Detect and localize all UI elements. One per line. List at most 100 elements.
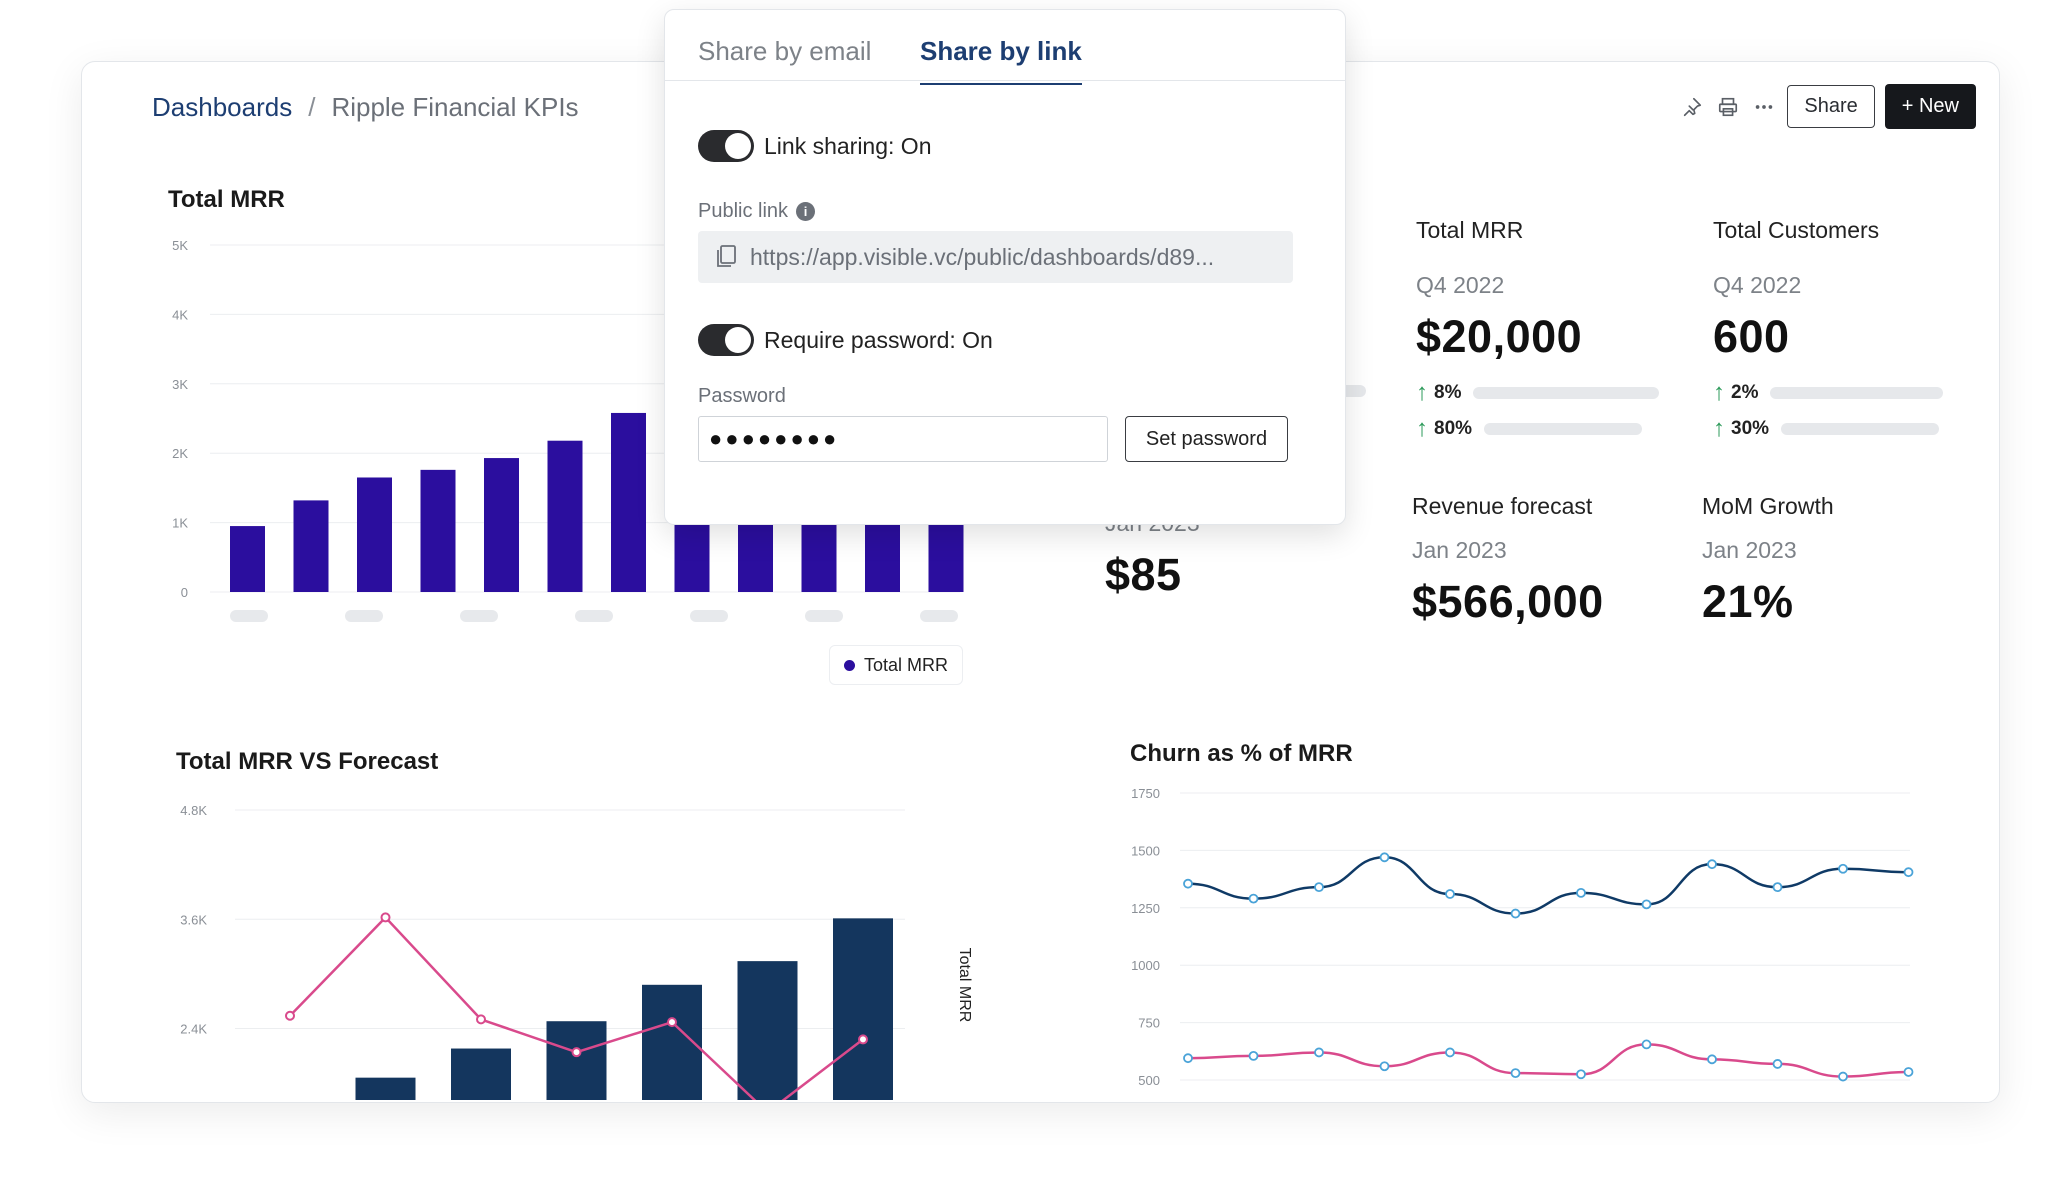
x-tick-placeholder: [230, 610, 268, 622]
series-point: [1314, 882, 1324, 893]
kpi-period: Jan 2023: [1412, 537, 1507, 563]
x-tick-placeholder: [690, 610, 728, 622]
tab-share-by-link[interactable]: Share by link: [920, 36, 1082, 85]
kpi-label: Total Customers: [1713, 217, 1880, 243]
x-tick-placeholder: [805, 610, 843, 622]
x-tick-placeholder: [575, 610, 613, 622]
y-tick-label: 1000: [1131, 958, 1160, 973]
series-point: [1903, 867, 1914, 878]
x-tick-placeholder: [920, 610, 958, 622]
password-input[interactable]: ●●●●●●●●: [698, 416, 1108, 462]
series-point: [1838, 1071, 1848, 1082]
bar: [230, 526, 265, 592]
require-password-label: Require password: On: [764, 326, 993, 353]
bar: [451, 1048, 511, 1100]
toolbar: Share + New: [1679, 84, 1976, 129]
require-password-switch[interactable]: [698, 324, 754, 356]
series-point: [1576, 1069, 1586, 1080]
series-point: [1772, 1059, 1783, 1069]
share-tabs: Share by email Share by link: [665, 10, 1345, 85]
bar: [737, 961, 798, 1100]
right-axis-label: Total MRR: [956, 948, 973, 1023]
forecast-point: [858, 1034, 868, 1045]
forecast-point: [571, 1047, 582, 1058]
bar: [420, 469, 456, 592]
y-tick-label: 1K: [172, 516, 188, 531]
switch-knob: [725, 133, 751, 159]
y-tick-label: 2.4K: [180, 1022, 207, 1037]
trend-value: 80%: [1434, 418, 1473, 439]
set-password-button[interactable]: Set password: [1125, 416, 1288, 462]
forecast-point: [667, 1017, 677, 1028]
legend-label: Total MRR: [864, 654, 949, 675]
kpi-label: MoM Growth: [1702, 493, 1834, 519]
legend-dot: [844, 659, 855, 671]
y-tick-label: 3.6K: [180, 912, 207, 927]
kpi-label: Total MRR: [1416, 217, 1524, 243]
churn-line-chart: 1750 1500 1250 1000 750 500: [1131, 786, 1914, 1088]
series-point: [1248, 1050, 1259, 1061]
breadcrumb-dashboards-link[interactable]: Dashboards: [152, 92, 293, 122]
bar: [547, 440, 583, 592]
kpi-period: Q4 2022: [1713, 272, 1802, 298]
print-icon[interactable]: [1715, 94, 1741, 120]
kpi-label: Revenue forecast: [1412, 493, 1593, 519]
link-sharing-toggle-row: Link sharing: On: [698, 130, 931, 162]
kpi-trend: ↑ 8%: [1416, 379, 1660, 407]
y-tick-label: 4.8K: [180, 803, 207, 818]
kpi-trend: ↑ 2%: [1713, 379, 1944, 407]
forecast-point: [285, 1010, 295, 1021]
arrow-up-icon: ↑: [1713, 379, 1725, 406]
bar: [833, 918, 893, 1100]
pin-icon[interactable]: [1679, 94, 1705, 120]
public-link-field[interactable]: https://app.visible.vc/public/dashboards…: [698, 231, 1293, 283]
series-point: [1707, 1054, 1717, 1065]
share-popup: Share by email Share by link Link sharin…: [664, 9, 1346, 525]
series-point: [1772, 882, 1783, 893]
kpi-trend: ↑ 30%: [1713, 415, 1940, 443]
y-tick-label: 4K: [172, 307, 188, 322]
chart-title-churn: Churn as % of MRR: [1130, 740, 1353, 767]
more-icon[interactable]: [1751, 94, 1777, 120]
breadcrumb: Dashboards / Ripple Financial KPIs: [152, 92, 579, 123]
kpi-period: Q4 2022: [1416, 272, 1505, 298]
bar: [611, 412, 646, 592]
trend-value: 8%: [1434, 382, 1462, 403]
y-tick-label: 1750: [1131, 786, 1160, 801]
link-sharing-switch[interactable]: [698, 130, 754, 162]
kpi-total-customers: Total Customers Q4 2022 600: [1713, 217, 1879, 363]
y-tick-label: 5K: [172, 238, 188, 253]
arrow-up-icon: ↑: [1416, 415, 1428, 442]
require-password-toggle-row: Require password: On: [698, 324, 993, 356]
bar: [546, 1021, 607, 1100]
series-line: [1187, 856, 1909, 915]
bar: [484, 458, 519, 592]
y-tick-label: 1500: [1131, 843, 1160, 858]
y-tick-label: 2K: [172, 446, 188, 461]
trend-bar: [1770, 387, 1944, 399]
share-button[interactable]: Share: [1787, 85, 1875, 128]
kpi-value: $85: [1105, 549, 1182, 600]
arrow-up-icon: ↑: [1416, 379, 1428, 406]
y-tick-label: 3K: [172, 377, 188, 392]
series-point: [1445, 889, 1455, 899]
series-point: [1379, 852, 1390, 863]
series-point: [1903, 1067, 1914, 1077]
series-point: [1641, 899, 1652, 910]
forecast-point: [380, 912, 391, 923]
tab-share-by-email[interactable]: Share by email: [698, 36, 872, 66]
public-link-value: https://app.visible.vc/public/dashboards…: [750, 243, 1215, 270]
new-button[interactable]: + New: [1884, 84, 1976, 129]
copy-icon[interactable]: [714, 244, 738, 270]
bar: [293, 500, 329, 592]
y-tick-label: 750: [1138, 1016, 1160, 1031]
switch-knob: [725, 327, 751, 353]
series-point: [1379, 1061, 1390, 1072]
info-icon[interactable]: i: [796, 202, 816, 221]
kpi-value: 600: [1713, 311, 1790, 362]
chart-legend[interactable]: Total MRR: [829, 645, 964, 685]
kpi-trend: ↑ 80%: [1416, 415, 1643, 443]
breadcrumb-separator: /: [308, 92, 316, 122]
arrow-up-icon: ↑: [1713, 415, 1725, 442]
series-point: [1314, 1047, 1324, 1058]
